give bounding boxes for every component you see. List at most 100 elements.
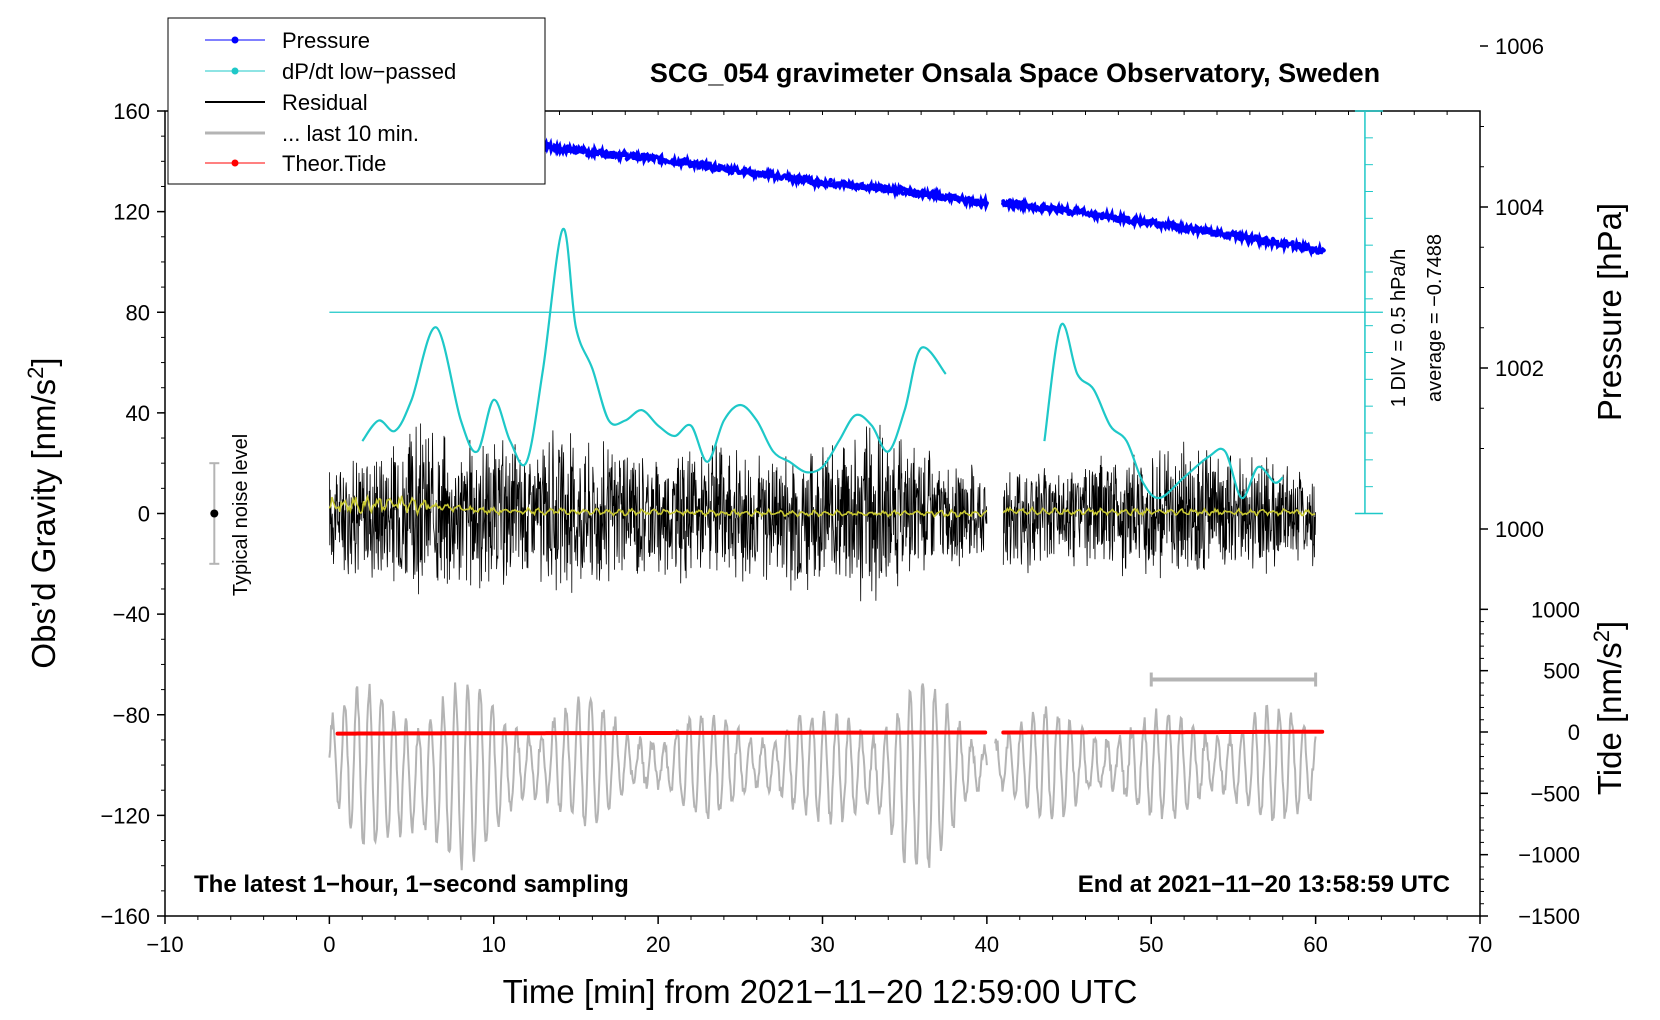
pressure-point xyxy=(697,165,702,170)
pressure-point xyxy=(749,170,754,175)
pressure-point xyxy=(578,149,584,154)
pressure-point xyxy=(1014,199,1019,204)
last10-series-segment-0 xyxy=(328,682,988,871)
pressure-point xyxy=(716,167,722,173)
pressure-point xyxy=(631,155,636,161)
pressure-point xyxy=(670,161,676,166)
pressure-point xyxy=(605,150,610,156)
pressure-point xyxy=(552,145,557,150)
chart-title: SCG_054 gravimeter Onsala Space Observat… xyxy=(650,58,1380,88)
pressure-point xyxy=(874,184,879,189)
pressure-point xyxy=(1080,208,1085,213)
pressure-point xyxy=(1297,241,1302,247)
dpdt-series-segment-1 xyxy=(1043,322,1284,500)
pressure-point xyxy=(611,150,616,155)
x-tick-label-5: 40 xyxy=(975,932,999,957)
pressure-point xyxy=(940,196,945,201)
legend-marker-dpdt xyxy=(231,67,239,75)
noise-level-label: Typical noise level xyxy=(230,434,252,596)
pressure-point xyxy=(1158,222,1164,227)
dpdt-series-segment-0 xyxy=(361,228,947,474)
legend-label-pressure: Pressure xyxy=(282,28,370,53)
pressure-point xyxy=(683,157,689,162)
pressure-point xyxy=(1139,218,1144,224)
tide-tick-label-0: 1000 xyxy=(1531,597,1580,622)
y-axis-pressure-title: Pressure [hPa] xyxy=(1591,203,1628,421)
y-axis-left-title: Obs’d Gravity [nm/s2] xyxy=(23,357,62,668)
tide-tick-label-5: −1500 xyxy=(1518,904,1580,929)
pressure-point xyxy=(821,182,827,188)
y-tick-label-4: 0 xyxy=(138,502,150,527)
note-sampling: The latest 1−hour, 1−second sampling xyxy=(194,871,629,898)
x-tick-label-4: 30 xyxy=(810,932,834,957)
axes-layer: −10 0 10 20 30 40 50 60 70 160 120 80 40 0 −40 −80 −120 −… xyxy=(100,34,1580,957)
pressure-point xyxy=(572,150,577,155)
tide-tick-label-2: 0 xyxy=(1568,720,1580,745)
pressure-point xyxy=(868,183,873,189)
pressure-point xyxy=(1316,248,1322,254)
pressure-point xyxy=(1066,211,1072,216)
noise-center-dot xyxy=(210,509,219,518)
pressure-point xyxy=(743,166,748,172)
x-tick-label-8: 70 xyxy=(1468,932,1492,957)
pressure-point xyxy=(591,152,597,157)
pressure-point xyxy=(782,173,787,178)
y-tick-label-8: −160 xyxy=(100,904,150,929)
pressure-point xyxy=(1244,236,1249,241)
pressure-point xyxy=(756,171,761,176)
pressure-point xyxy=(815,178,820,184)
pressure-point xyxy=(657,160,662,165)
legend-label-residual: Residual xyxy=(282,90,368,115)
pressure-point xyxy=(1310,249,1315,255)
pressure-point xyxy=(848,184,853,189)
tide-tick-label-4: −1000 xyxy=(1518,843,1580,868)
y-tick-label-3: 40 xyxy=(126,401,150,426)
pressure-point xyxy=(854,182,860,187)
pressure-point xyxy=(1040,204,1046,210)
pressure-point xyxy=(703,166,708,171)
pressure-tick-label-2: 1002 xyxy=(1495,356,1544,381)
pressure-point xyxy=(1053,206,1059,211)
pressure-point xyxy=(1126,215,1131,221)
pressure-point xyxy=(637,157,643,162)
pressure-point xyxy=(914,193,919,198)
pressure-point xyxy=(762,174,768,179)
pressure-tick-label-1: 1004 xyxy=(1495,195,1544,220)
pressure-point xyxy=(894,191,899,196)
tide-tick-label-3: −500 xyxy=(1530,781,1580,806)
pressure-point xyxy=(1283,239,1289,244)
pressure-point xyxy=(933,196,939,201)
pressure-point xyxy=(1257,240,1262,245)
pressure-point xyxy=(1106,215,1111,220)
tide-series-segment-0 xyxy=(335,730,988,736)
pressure-tick-label-3: 1000 xyxy=(1495,517,1544,542)
pressure-point xyxy=(789,174,794,179)
pressure-point xyxy=(644,152,649,158)
legend-label-dpdt: dP/dt low−passed xyxy=(282,59,456,84)
pressure-point xyxy=(920,188,925,193)
pressure-point xyxy=(1093,210,1098,215)
pressure-point xyxy=(1185,229,1190,234)
pressure-point xyxy=(900,191,906,196)
pressure-point xyxy=(835,182,840,187)
pressure-point xyxy=(946,193,952,198)
pressure-point xyxy=(861,184,866,189)
pressure-point xyxy=(1191,226,1197,231)
pressure-point xyxy=(1198,227,1203,232)
pressure-point xyxy=(1027,205,1032,210)
pressure-point xyxy=(1047,208,1052,213)
pressure-point xyxy=(1119,217,1124,223)
pressure-point xyxy=(881,186,886,192)
pressure-point xyxy=(1251,235,1256,241)
pressure-point xyxy=(1270,236,1276,242)
pressure-point xyxy=(1264,235,1269,241)
y-axis-tide-title: Tide [nm/s2] xyxy=(1589,621,1628,795)
legend-label-last10: ... last 10 min. xyxy=(282,121,419,146)
pressure-point xyxy=(927,195,932,200)
pressure-point xyxy=(1303,242,1309,247)
pressure-point xyxy=(677,159,682,164)
series-layer xyxy=(328,103,1326,871)
dpdt-average-label: average = −0.7488 xyxy=(1424,234,1446,402)
last10-series-segment-1 xyxy=(994,704,1317,822)
